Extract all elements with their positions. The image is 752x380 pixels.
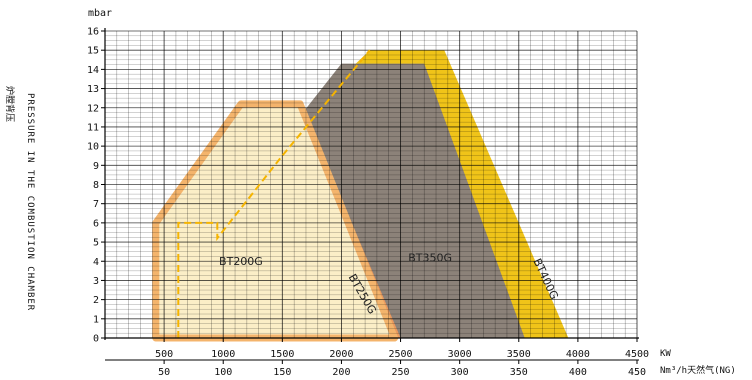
x-axis-label-kw: KW: [660, 349, 671, 359]
dashed-line: [177, 49, 371, 338]
y-tick-label: 9: [93, 161, 99, 172]
y-tick-label: 0: [93, 334, 99, 345]
y-tick-label: 1: [93, 314, 99, 325]
y-tick-label: 3: [93, 276, 99, 287]
y-tick-label: 14: [87, 65, 99, 76]
y-tick-label: 16: [87, 27, 99, 38]
x-tick-label-gas: 250: [392, 367, 410, 378]
y-tick-label: 15: [87, 46, 99, 57]
y-axis-label-cn: 炉膛背压: [4, 86, 16, 122]
x-tick-label-kw: 3500: [507, 349, 531, 360]
x-axis-label-gas: Nm³/h天然气(NG): [660, 364, 736, 376]
y-axis-label-en: PRESSURE IN THE COMBUSTION CHAMBER: [25, 93, 35, 311]
x-tick-label-gas: 450: [628, 367, 646, 378]
x-tick-label-gas: 100: [214, 367, 232, 378]
y-tick-label: 4: [93, 257, 99, 268]
y-tick-label: 8: [93, 180, 99, 191]
x-tick-label-gas: 350: [510, 367, 528, 378]
x-tick-label-kw: 1500: [270, 349, 294, 360]
region-label-bt350g: BT350G: [408, 251, 452, 264]
x-tick-label-kw: 2000: [329, 349, 353, 360]
chart-grid: [104, 30, 638, 339]
y-tick-label: 10: [87, 142, 99, 153]
y-tick-label: 7: [93, 199, 99, 210]
y-tick-label: 12: [87, 103, 99, 114]
x-tick-label-gas: 150: [273, 367, 291, 378]
y-tick-label: 5: [93, 238, 99, 249]
x-tick-label-kw: 1000: [211, 349, 235, 360]
x-tick-label-kw: 4000: [566, 349, 590, 360]
x-tick-label-kw: 500: [155, 349, 173, 360]
y-unit-label: mbar: [88, 8, 112, 19]
y-tick-label: 6: [93, 218, 99, 229]
x-tick-label-gas: 200: [332, 367, 350, 378]
x-tick-label-gas: 400: [569, 367, 587, 378]
y-tick-label: 13: [87, 84, 99, 95]
x-tick-label-kw: 2500: [389, 349, 413, 360]
x-tick-label-kw: 4500: [625, 349, 649, 360]
y-tick-label: 2: [93, 295, 99, 306]
x-tick-label-kw: 3000: [448, 349, 472, 360]
x-tick-label-gas: 300: [451, 367, 469, 378]
region-label-bt200g: BT200G: [219, 255, 263, 268]
x-tick-label-gas: 50: [158, 367, 170, 378]
dashed-reference-line: [177, 49, 371, 338]
y-tick-label: 11: [87, 122, 99, 133]
